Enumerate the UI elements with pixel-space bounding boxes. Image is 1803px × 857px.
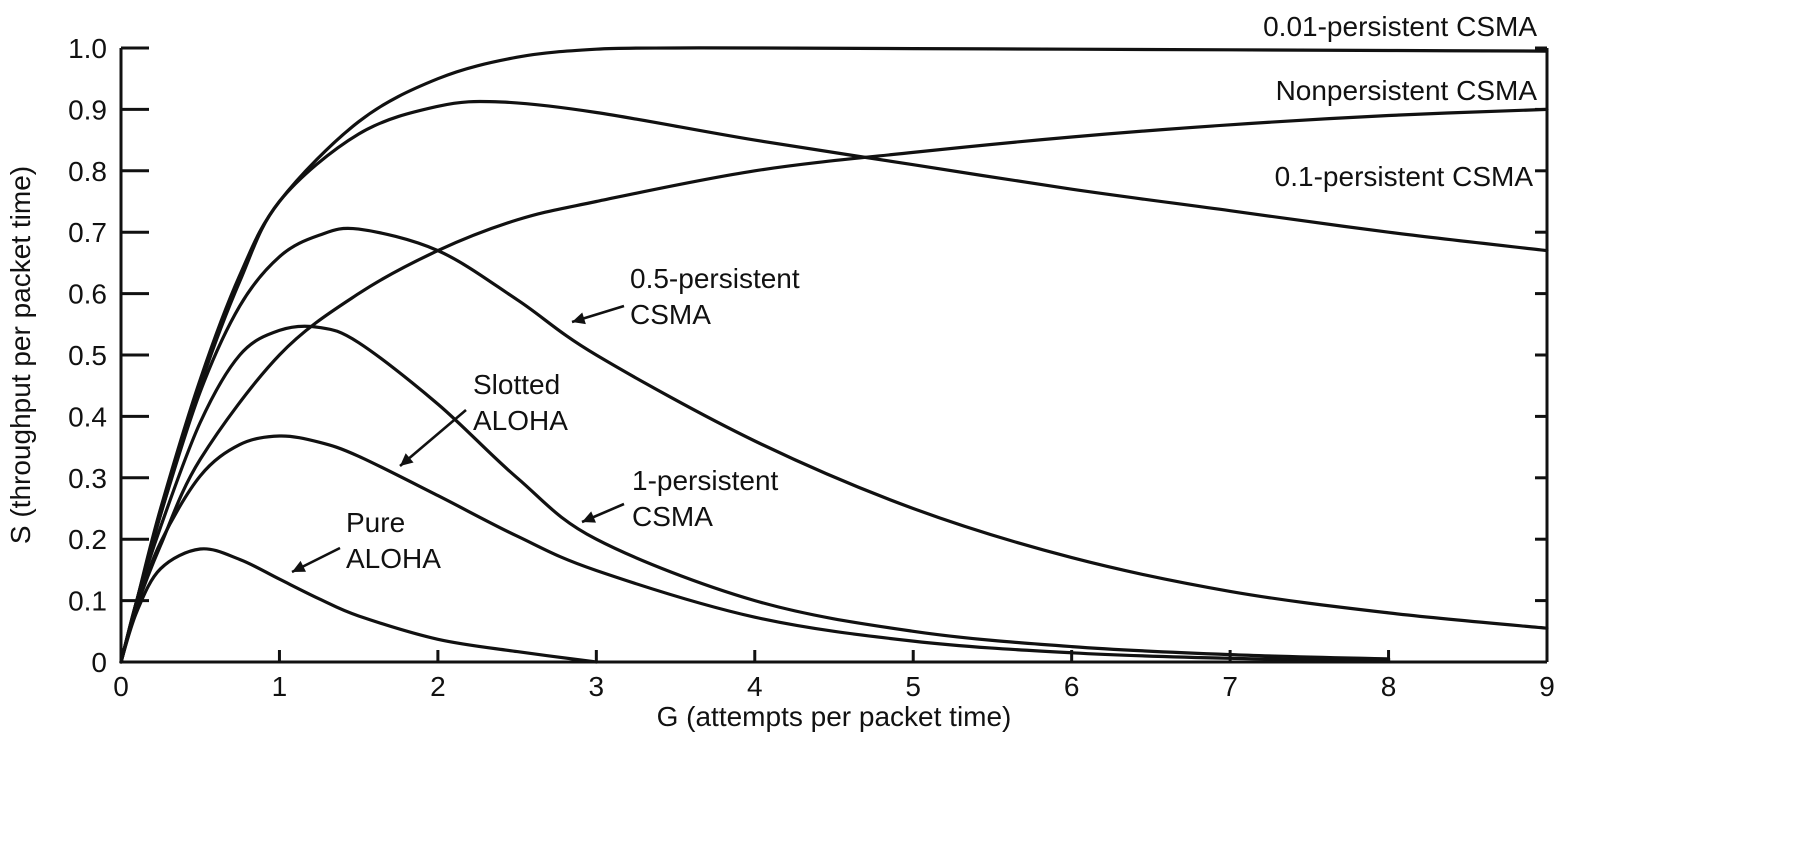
y-tick-label: 0.6	[68, 279, 107, 310]
series-line-nonpersistent-csma	[119, 107, 1549, 664]
x-tick-label: 1	[272, 671, 288, 702]
series-label-pure-aloha: Pure	[346, 507, 405, 538]
y-tick-label: 0.7	[68, 217, 107, 248]
series-label-1-persistent-csma: CSMA	[632, 501, 713, 532]
y-tick-label: 0.5	[68, 340, 107, 371]
series-label-1-persistent-csma: 1-persistent	[632, 465, 779, 496]
y-tick-label: 0.9	[68, 94, 107, 125]
y-tick-label: 0.8	[68, 156, 107, 187]
y-tick-label: 0	[91, 647, 107, 678]
x-tick-label: 8	[1381, 671, 1397, 702]
label-arrows	[291, 304, 625, 574]
x-tick-label: 2	[430, 671, 446, 702]
series-line-1-persistent-csma	[119, 324, 1391, 664]
x-tick-label: 9	[1539, 671, 1555, 702]
arrow-head	[582, 511, 596, 523]
series-label-slotted-aloha: ALOHA	[473, 405, 568, 436]
series-line-pure-aloha	[119, 547, 598, 664]
y-axis-title: S (throughput per packet time)	[5, 166, 36, 544]
series-label-0-1-persistent-csma: 0.1-persistent CSMA	[1275, 161, 1534, 192]
y-ticks: 0 0.1 0.2 0.3 0.4 0.5 0.6 0.7 0.8 0.9 1.0	[68, 33, 1547, 678]
series-label-0-01-persistent-csma: 0.01-persistent CSMA	[1263, 11, 1537, 42]
arrow-0.5-persistent	[571, 304, 625, 325]
arrow-head	[292, 560, 306, 572]
series-line-slotted-aloha	[119, 434, 1391, 664]
y-tick-label: 0.2	[68, 524, 107, 555]
series-label-0-5-persistent-csma: CSMA	[630, 299, 711, 330]
arrow-1-persistent	[581, 502, 625, 524]
x-tick-label: 4	[747, 671, 763, 702]
series-labels: 0.01-persistent CSMA Nonpersistent CSMA 0.…	[346, 11, 1537, 574]
x-tick-label: 6	[1064, 671, 1080, 702]
x-ticks: 0 1 2 3 4 5 6 7 8 9	[113, 650, 1555, 702]
arrow-head	[572, 312, 586, 325]
y-tick-label: 0.4	[68, 401, 107, 432]
arrow-head	[400, 453, 414, 466]
series-label-pure-aloha: ALOHA	[346, 543, 441, 574]
x-tick-label: 5	[905, 671, 921, 702]
x-tick-label: 7	[1222, 671, 1238, 702]
series-label-slotted-aloha: Slotted	[473, 369, 560, 400]
arrow-slotted-aloha	[399, 409, 467, 467]
x-axis-title: G (attempts per packet time)	[657, 701, 1012, 732]
series-label-0-5-persistent-csma: 0.5-persistent	[630, 263, 800, 294]
series-curves	[119, 46, 1549, 664]
y-tick-label: 0.1	[68, 586, 107, 617]
series-line-0-01-persistent-csma	[119, 46, 1549, 664]
series-line-0-5-persistent-csma	[119, 226, 1549, 664]
x-tick-label: 0	[113, 671, 129, 702]
arrow-shaft	[399, 409, 467, 467]
x-tick-label: 3	[589, 671, 605, 702]
series-label-nonpersistent-csma: Nonpersistent CSMA	[1276, 75, 1538, 106]
arrow-pure-aloha	[291, 546, 341, 574]
y-tick-label: 0.3	[68, 463, 107, 494]
y-tick-label: 1.0	[68, 33, 107, 64]
